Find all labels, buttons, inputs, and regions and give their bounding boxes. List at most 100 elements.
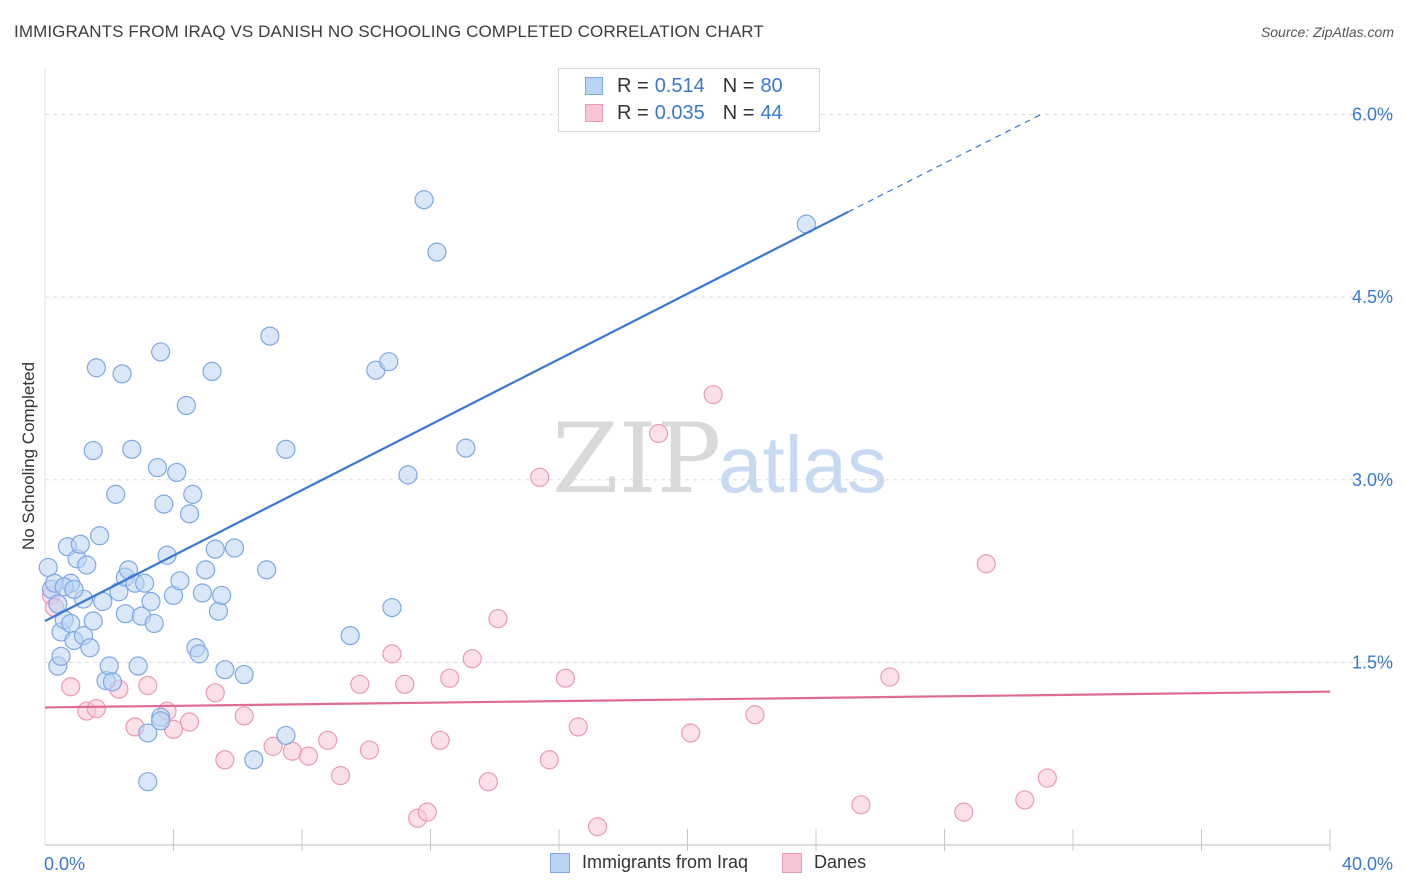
iraq-point xyxy=(215,660,235,680)
iraq-point xyxy=(147,457,168,478)
danes-point xyxy=(681,723,701,743)
iraq-point xyxy=(141,591,161,612)
iraq-point xyxy=(189,644,209,664)
iraq-point xyxy=(340,625,360,646)
bottom-legend: Immigrants from Iraq Danes xyxy=(550,852,900,873)
danes-point xyxy=(478,772,498,792)
legend: R = 0.514 N = 80 R = 0.035 N = 44 xyxy=(558,68,820,132)
danes-point xyxy=(395,674,415,694)
watermark-atlas: atlas xyxy=(718,420,887,509)
y-tick-label: 1.5% xyxy=(1352,652,1393,672)
danes-point xyxy=(530,467,550,487)
iraq-point xyxy=(379,352,399,372)
iraq-point xyxy=(102,672,123,692)
iraq-point xyxy=(183,484,203,504)
legend-r-value: 0.514 xyxy=(654,74,705,97)
iraq-point xyxy=(257,560,277,580)
danes-point xyxy=(488,608,508,629)
iraq-point xyxy=(134,573,155,593)
bottom-legend-label-iraq: Immigrants from Iraq xyxy=(582,852,749,872)
danes-point xyxy=(263,736,283,756)
danes-point xyxy=(215,750,235,770)
danes-point xyxy=(539,750,559,770)
x-tick-label-max: 40.0% xyxy=(1342,854,1393,874)
iraq-point xyxy=(138,772,158,792)
danes-point xyxy=(568,717,588,737)
legend-n-label: N = xyxy=(722,101,755,124)
iraq-point xyxy=(99,656,119,676)
danes-point xyxy=(234,706,254,726)
y-tick-label: 6.0% xyxy=(1352,105,1393,125)
danes-point xyxy=(359,740,380,760)
iraq-point xyxy=(179,504,200,524)
legend-n-value: 44 xyxy=(760,101,783,124)
iraq-point xyxy=(170,571,190,591)
iraq-point xyxy=(202,361,222,382)
iraq-point xyxy=(212,585,232,606)
danes-point xyxy=(880,667,900,687)
legend-swatch-blue xyxy=(585,77,603,95)
danes-point xyxy=(851,795,871,815)
legend-n-label: N = xyxy=(722,74,755,97)
iraq-point xyxy=(427,242,447,262)
danes-point xyxy=(138,675,158,696)
iraq-point xyxy=(208,601,229,621)
danes-point xyxy=(61,677,81,697)
y-tick-label: 4.5% xyxy=(1352,287,1393,307)
legend-n-value: 80 xyxy=(760,74,783,97)
danes-point xyxy=(417,802,437,822)
iraq-point xyxy=(154,494,174,514)
iraq-point xyxy=(80,638,100,658)
iraq-point xyxy=(128,656,148,676)
danes-point xyxy=(462,649,482,669)
iraq-point xyxy=(70,534,90,554)
iraq-point xyxy=(90,526,110,546)
bottom-legend-item-danes[interactable]: Danes xyxy=(782,852,866,873)
iraq-point xyxy=(112,364,132,384)
iraq-point xyxy=(83,440,103,461)
iraq-point xyxy=(51,646,71,666)
iraq-point xyxy=(115,604,135,624)
legend-r-label: R = xyxy=(617,101,649,124)
danes-point xyxy=(954,802,974,822)
danes-point xyxy=(555,668,576,688)
iraq-point xyxy=(276,725,296,746)
danes-point xyxy=(86,699,107,719)
iraq-trend-line xyxy=(44,210,849,622)
bottom-legend-item-iraq[interactable]: Immigrants from Iraq xyxy=(550,852,748,873)
iraq-point xyxy=(122,439,142,459)
iraq-trend-extension xyxy=(847,113,1042,213)
iraq-point xyxy=(414,190,434,210)
iraq-point xyxy=(138,723,158,743)
iraq-point xyxy=(64,579,84,599)
legend-r-value: 0.035 xyxy=(654,101,705,124)
y-axis-label: No Schooling Completed xyxy=(19,362,38,550)
iraq-point xyxy=(176,395,196,416)
danes-point xyxy=(648,423,669,444)
iraq-point xyxy=(276,439,296,459)
danes-point xyxy=(430,730,450,750)
legend-r-label: R = xyxy=(617,74,649,97)
danes-point xyxy=(298,746,319,766)
bottom-legend-label-danes: Danes xyxy=(814,852,867,872)
legend-row-iraq: R = 0.514 N = 80 xyxy=(585,73,783,99)
iraq-point xyxy=(77,555,97,575)
bottom-legend-swatch-pink xyxy=(782,852,803,873)
iraq-point xyxy=(205,539,225,559)
danes-point xyxy=(1037,768,1057,788)
danes-point xyxy=(330,766,351,786)
iraq-point xyxy=(192,583,213,603)
iraq-point xyxy=(398,465,418,485)
chart-title: IMMIGRANTS FROM IRAQ VS DANISH NO SCHOOL… xyxy=(14,22,764,41)
iraq-point xyxy=(151,342,171,362)
danes-point xyxy=(976,554,996,574)
danes-point xyxy=(587,817,608,837)
iraq-point xyxy=(224,538,245,558)
bottom-legend-swatch-blue xyxy=(550,852,570,873)
legend-row-danes: R = 0.035 N = 44 xyxy=(585,100,783,126)
source-label: Source: ZipAtlas.com xyxy=(1260,24,1394,40)
y-tick-label: 3.0% xyxy=(1352,470,1393,490)
iraq-point xyxy=(151,711,171,731)
danes-point xyxy=(350,674,370,694)
danes-point xyxy=(440,668,460,688)
